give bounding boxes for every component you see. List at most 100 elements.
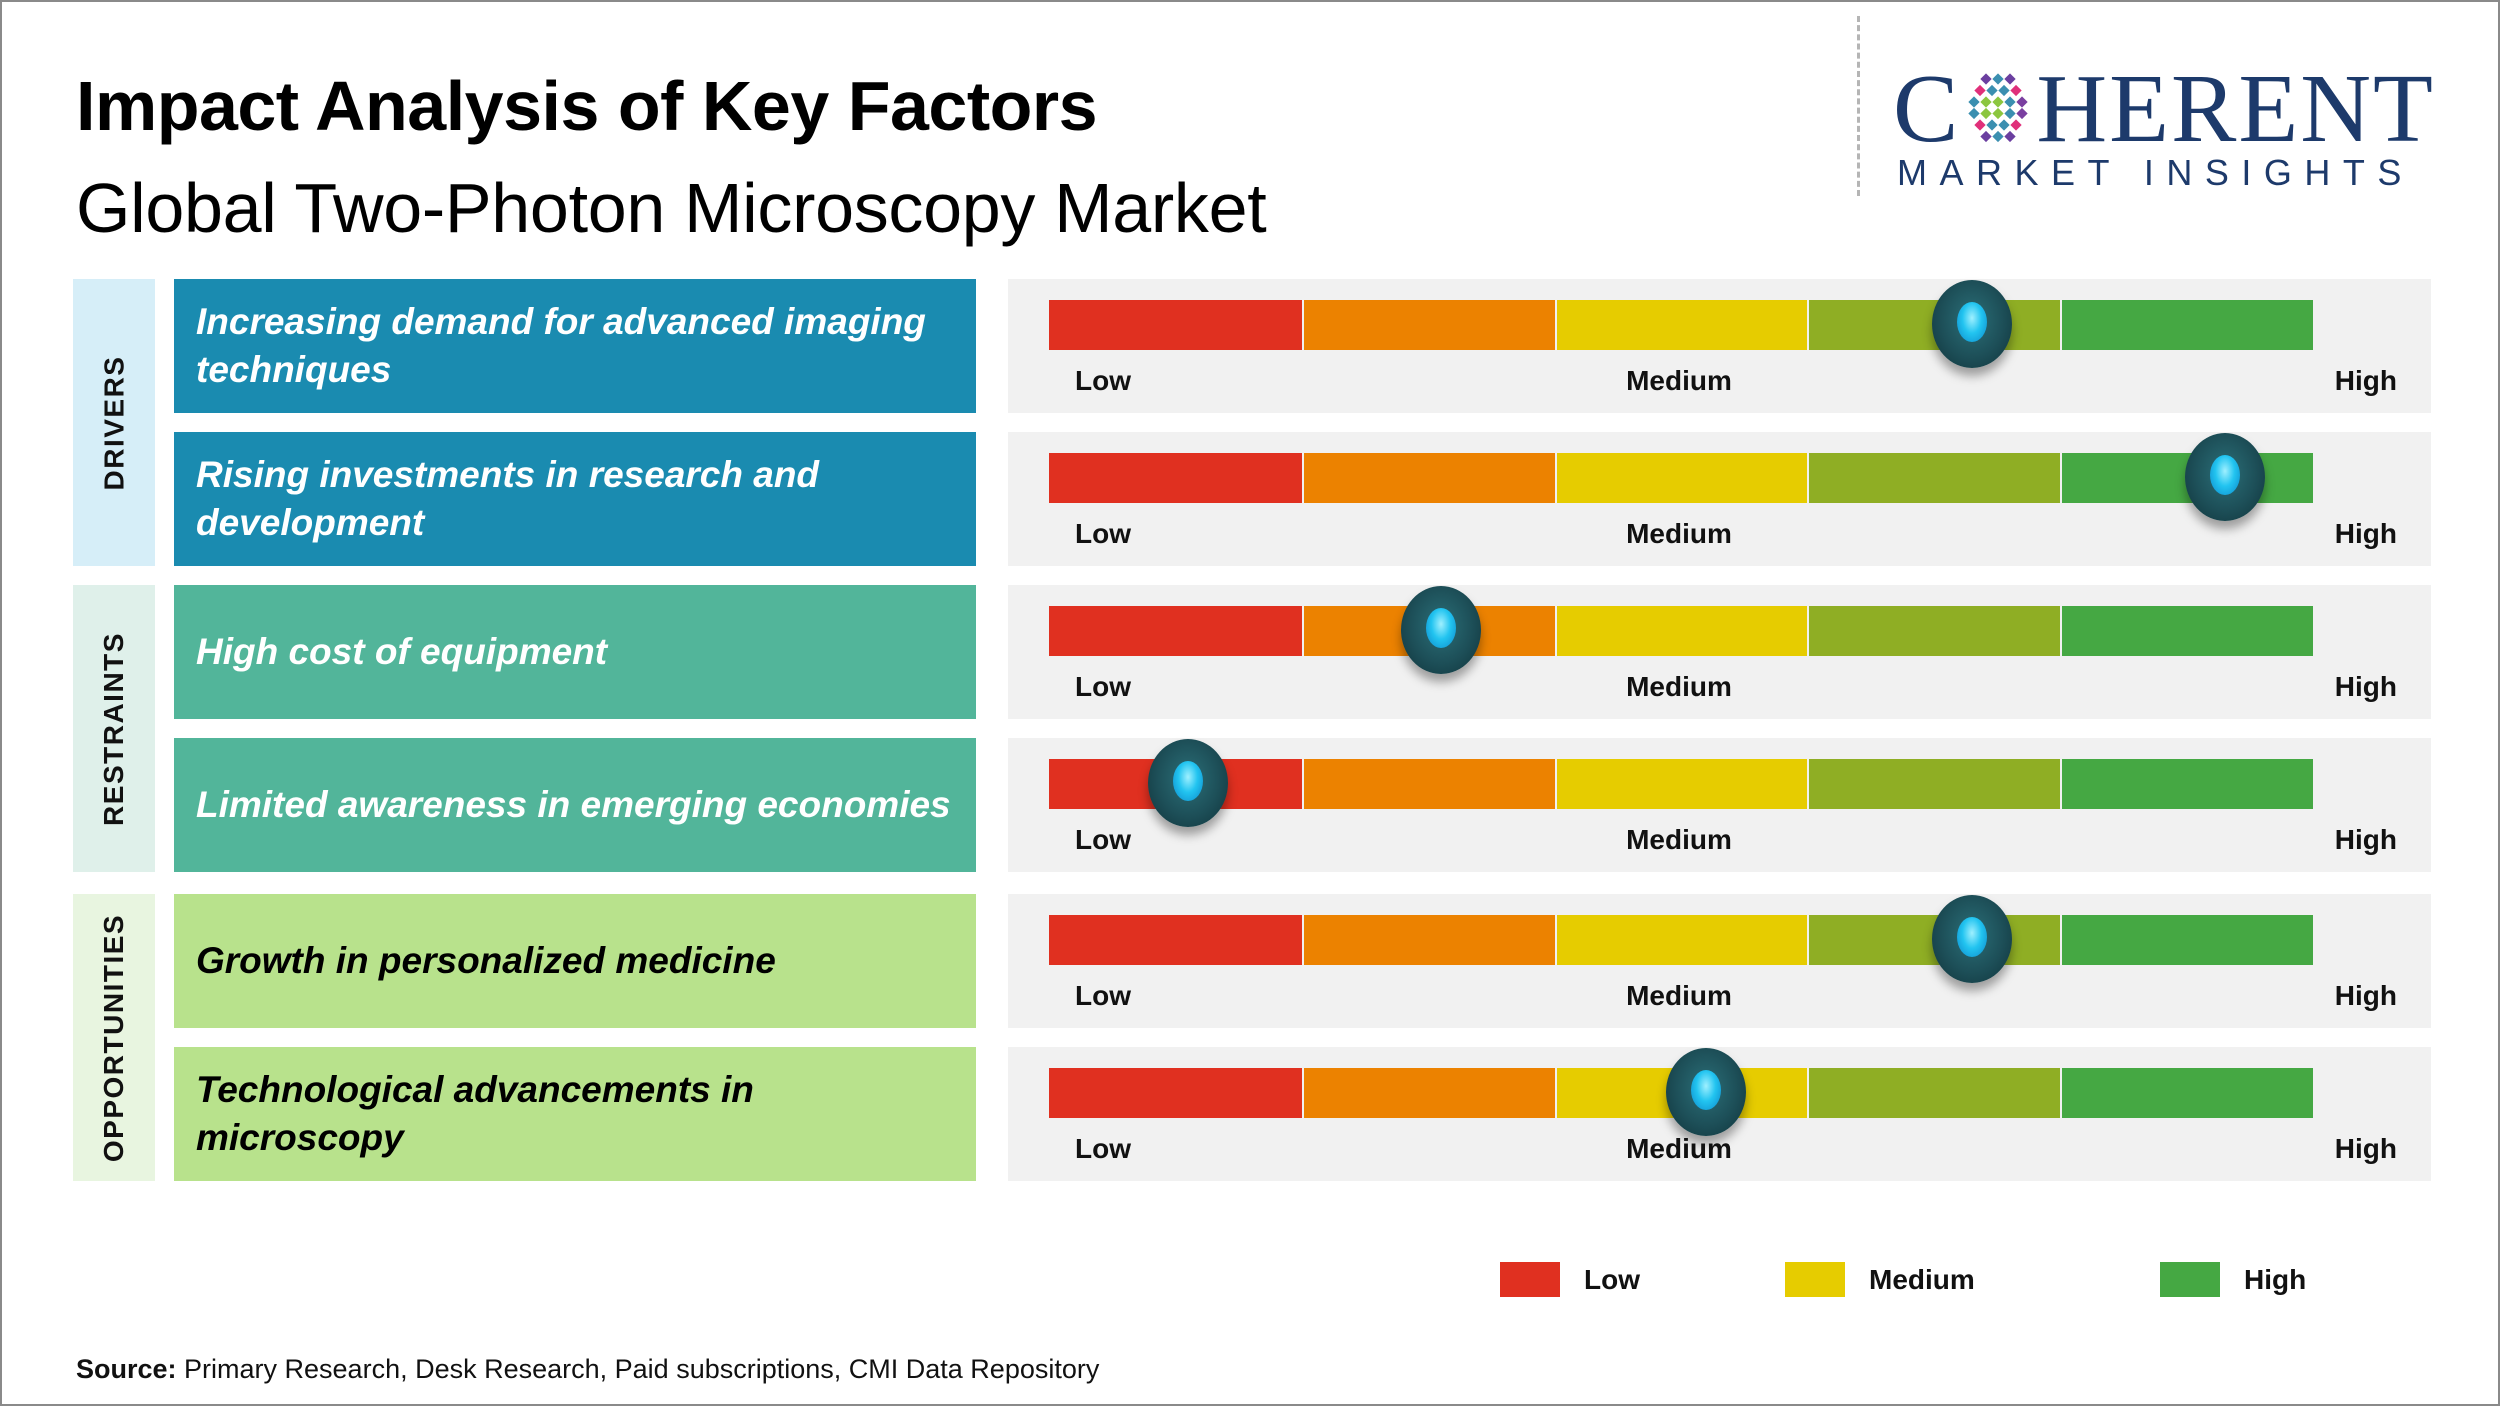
scale-segment: [1556, 453, 1808, 503]
impact-panel: Low Medium High: [1008, 432, 2431, 566]
source-note: Source: Primary Research, Desk Research,…: [76, 1354, 1099, 1385]
scale-label-low: Low: [1075, 518, 1131, 549]
impact-marker: [1148, 739, 1229, 827]
logo-dot: [1998, 119, 2011, 131]
factor-box: Technological advancements in microscopy: [174, 1047, 976, 1181]
category-label-text: RESTRAINTS: [98, 631, 129, 826]
scale-label-high: High: [2334, 671, 2397, 702]
logo-dot: [2016, 96, 2029, 108]
source-text: Primary Research, Desk Research, Paid su…: [176, 1354, 1100, 1384]
impact-panel: Low Medium High: [1008, 279, 2431, 413]
logo-dot: [2016, 107, 2029, 120]
scale-segment: [1556, 759, 1808, 809]
marker-glow-icon: [1691, 1070, 1722, 1110]
logo-dot: [1992, 73, 2005, 85]
page-subtitle: Global Two-Photon Microscopy Market: [76, 169, 1267, 247]
scale-segment: [1556, 300, 1808, 350]
factor-box: Rising investments in research and devel…: [174, 432, 976, 566]
logo-globe-icon: [1968, 73, 2029, 143]
factor-text: Growth in personalized medicine: [196, 940, 776, 981]
logo-dot: [2010, 119, 2023, 131]
logo-dot: [1992, 96, 2005, 108]
scale-label-high: High: [2334, 824, 2397, 855]
logo-divider: [1857, 16, 1860, 196]
scale-segment: [2062, 1068, 2313, 1118]
scale-label-high: High: [2334, 518, 2397, 549]
scale-label-low: Low: [1075, 365, 1131, 396]
scale-segment: [2062, 606, 2313, 656]
legend-item-medium: Medium: [1785, 1262, 1975, 1297]
impact-panel: Low Medium High: [1008, 738, 2431, 872]
scale-segment: [2062, 915, 2313, 965]
factor-text: Technological advancements in microscopy: [196, 1069, 754, 1158]
scale-label-low: Low: [1075, 1133, 1131, 1164]
legend-label: High: [2244, 1263, 2307, 1295]
category-label-restraints: RESTRAINTS: [73, 585, 155, 872]
marker-glow-icon: [2209, 455, 2240, 495]
legend-swatch: [1785, 1262, 1845, 1297]
impact-marker: [2184, 433, 2265, 521]
factor-box: Limited awareness in emerging economies: [174, 738, 976, 872]
logo-dot: [1992, 107, 2005, 120]
scale-segment: [2062, 759, 2313, 809]
legend-swatch: [2160, 1262, 2220, 1297]
logo-tagline: MARKET INSIGHTS: [1897, 152, 2414, 193]
logo-dot: [2004, 130, 2017, 143]
scale-segment: [1049, 606, 1302, 656]
scale-segment: [1049, 915, 1302, 965]
impact-scale-bar: [1049, 433, 2313, 521]
impact-scale-bar: [1049, 1048, 2313, 1136]
logo-dot: [1980, 73, 1993, 85]
impact-scale-bar: [1049, 895, 2313, 983]
logo-dot: [1968, 96, 1981, 108]
category-label-text: OPPORTUNITIES: [98, 913, 130, 1162]
scale-label-low: Low: [1075, 980, 1131, 1011]
page-title: Impact Analysis of Key Factors: [76, 67, 1098, 145]
scale-segment: [1303, 1068, 1555, 1118]
logo-dot: [1980, 96, 1993, 108]
category-label-drivers: DRIVERS: [73, 279, 155, 566]
scale-label-low: Low: [1075, 671, 1131, 702]
scale-label-medium: Medium: [1626, 1133, 1732, 1164]
logo-brand-suffix: HERENT: [2036, 55, 2435, 163]
factor-box: High cost of equipment: [174, 585, 976, 719]
scale-label-medium: Medium: [1626, 824, 1732, 855]
logo-dot: [1974, 119, 1987, 131]
scale-segment: [1303, 915, 1555, 965]
impact-scale-bar: [1049, 739, 2313, 827]
legend-swatch: [1500, 1262, 1560, 1297]
impact-panel: Low Medium High: [1008, 585, 2431, 719]
logo-brand-prefix: C: [1893, 55, 1961, 163]
impact-marker: [1400, 586, 1481, 674]
scale-segment: [1556, 606, 1808, 656]
logo-dot: [2004, 73, 2017, 85]
scale-label-medium: Medium: [1626, 671, 1732, 702]
company-logo: C HERENT MARKET INSIGHTS: [1857, 16, 2467, 200]
logo-dot: [1986, 119, 1999, 131]
scale-label-high: High: [2334, 1133, 2397, 1164]
scale-label-high: High: [2334, 365, 2397, 396]
impact-marker: [1931, 280, 2012, 368]
scale-label-medium: Medium: [1626, 980, 1732, 1011]
impact-marker: [1931, 895, 2012, 983]
factor-text: Rising investments in research and devel…: [196, 454, 820, 543]
logo-wordmark: C HERENT: [1893, 60, 2435, 158]
impact-marker: [1666, 1048, 1747, 1136]
logo-dot: [2010, 84, 2023, 97]
logo-dot: [1998, 84, 2011, 97]
scale-label-medium: Medium: [1626, 518, 1732, 549]
logo-dot: [1986, 84, 1999, 97]
factor-box: Growth in personalized medicine: [174, 894, 976, 1028]
scale-segment: [1303, 300, 1555, 350]
source-prefix: Source:: [76, 1354, 177, 1384]
scale-segment: [1049, 300, 1302, 350]
scale-segment: [1809, 606, 2061, 656]
impact-scale-bar: [1049, 586, 2313, 674]
scale-segment: [2062, 300, 2313, 350]
scale-segment: [1049, 453, 1302, 503]
factor-text: Limited awareness in emerging economies: [196, 784, 951, 825]
impact-panel: Low Medium High: [1008, 1047, 2431, 1181]
scale-segment: [1809, 453, 2061, 503]
marker-glow-icon: [1173, 761, 1204, 801]
